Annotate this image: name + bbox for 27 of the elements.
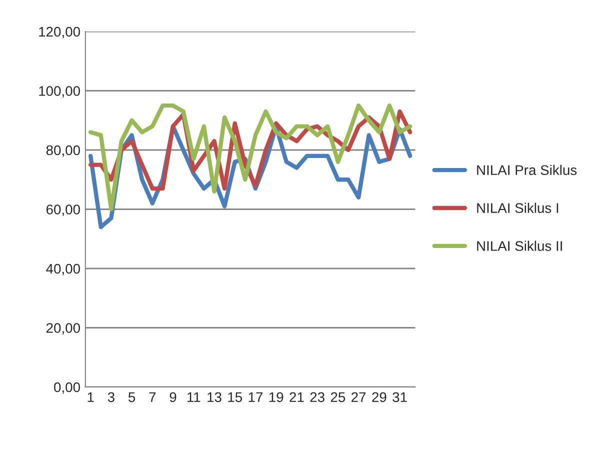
y-tick-label: 0,00	[54, 382, 80, 394]
x-tick-label: 29	[372, 392, 386, 402]
x-tick-label: 27	[352, 392, 366, 402]
y-tick-label: 60,00	[46, 204, 80, 216]
legend-label: NILAI Siklus II	[477, 240, 562, 251]
x-tick-label: 15	[228, 392, 242, 402]
y-tick-label: 20,00	[46, 323, 80, 335]
x-tick-label: 21	[290, 392, 304, 402]
x-tick-label: 11	[187, 392, 200, 402]
y-tick-label: 100,00	[39, 86, 80, 98]
x-tick-label: 1	[88, 392, 94, 402]
x-tick-label: 31	[392, 392, 407, 402]
y-tick-label: 40,00	[46, 264, 80, 276]
x-tick-label: 17	[248, 392, 263, 402]
y-tick-label: 80,00	[46, 145, 80, 157]
x-tick-label: 3	[108, 392, 114, 402]
legend-label: NILAI Siklus I	[477, 202, 558, 213]
x-tick-label: 13	[208, 392, 222, 402]
x-tick-label: 9	[170, 392, 176, 402]
line-series	[88, 103, 412, 212]
x-tick-label: 7	[149, 392, 156, 402]
x-tick-label: 5	[128, 392, 136, 402]
x-tick-label: 19	[269, 392, 284, 402]
x-tick-label: 23	[310, 392, 324, 402]
x-tick-label: 25	[330, 392, 346, 402]
y-tick-label: 120,00	[39, 26, 80, 38]
legend-label: NILAI Pra Siklus	[477, 164, 577, 176]
